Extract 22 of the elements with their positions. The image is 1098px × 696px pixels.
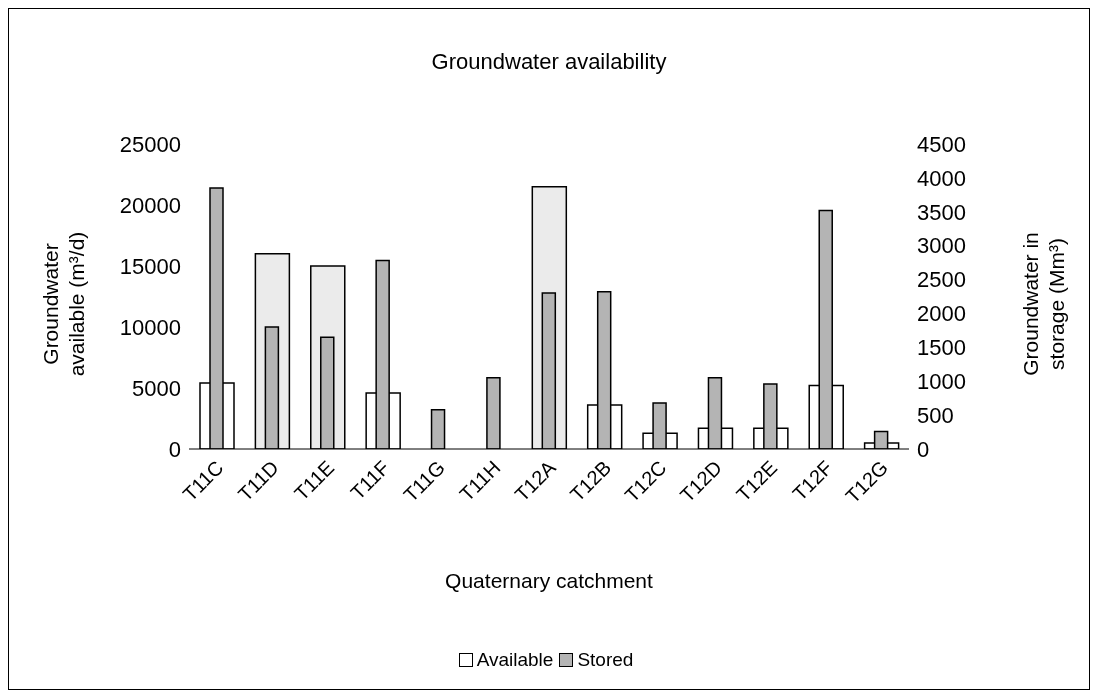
y2-tick-label: 1500 (917, 335, 966, 361)
y-tick-label: 5000 (132, 375, 181, 401)
y2-tick-label: 4500 (917, 131, 966, 157)
legend-label: Stored (576, 649, 634, 670)
y2-tick-label: 500 (917, 402, 954, 428)
y2-tick-label: 2000 (917, 301, 966, 327)
y-tick-label: 25000 (119, 131, 181, 157)
y-tick-label: 0 (168, 436, 181, 462)
y-tick-label: 20000 (119, 192, 181, 218)
x-axis-title: Quaternary catchment (444, 569, 654, 593)
chart-title: Groundwater availability (430, 49, 668, 75)
y-tick-label: 15000 (119, 253, 181, 279)
y2-tick-label: 4000 (917, 165, 966, 191)
y2-axis-title: Groundwater in storage (Mm³) (1018, 232, 1069, 376)
y2-tick-label: 3000 (917, 233, 966, 259)
y2-tick-label: 0 (917, 436, 930, 462)
legend-label: Available (475, 649, 554, 670)
y2-tick-label: 2500 (917, 267, 966, 293)
y-axis-title: Groundwater available (m³/d) (38, 231, 89, 377)
y-tick-label: 10000 (119, 314, 181, 340)
y2-tick-label: 3500 (917, 199, 966, 225)
y2-tick-label: 1000 (917, 369, 966, 395)
